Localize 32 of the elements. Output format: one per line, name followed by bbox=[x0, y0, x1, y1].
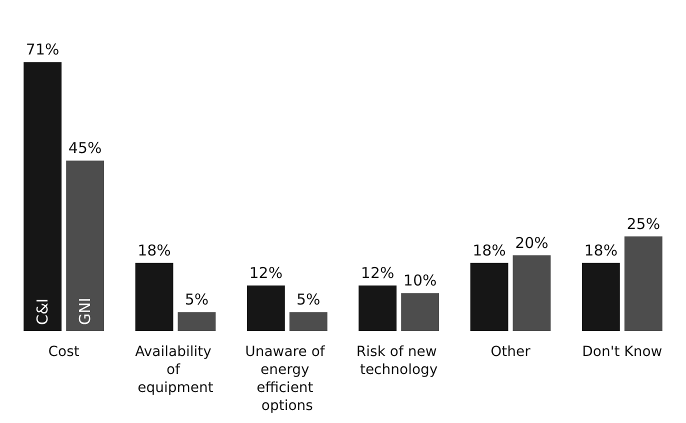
data-label: 18% bbox=[584, 241, 618, 260]
x-tick-label: Unaware of energy efficient options bbox=[245, 344, 330, 414]
bar bbox=[582, 262, 620, 331]
bar bbox=[66, 160, 104, 331]
bar bbox=[24, 62, 62, 331]
x-tick-label: Availability of equipment bbox=[135, 344, 216, 396]
bar bbox=[512, 255, 551, 331]
data-label: 20% bbox=[515, 234, 548, 252]
data-label: 12% bbox=[249, 264, 283, 282]
bar bbox=[289, 312, 328, 331]
data-label: 25% bbox=[626, 214, 660, 233]
bar bbox=[470, 262, 508, 331]
data-label: 45% bbox=[68, 139, 102, 158]
x-tick-label: Other bbox=[490, 344, 531, 360]
data-label: 5% bbox=[184, 290, 209, 309]
data-label: 5% bbox=[296, 290, 320, 309]
x-tick-label: Cost bbox=[48, 344, 80, 360]
x-tick-label: Risk of new technology bbox=[356, 344, 442, 378]
bar bbox=[246, 286, 285, 331]
data-label: 18% bbox=[138, 241, 171, 260]
bar bbox=[135, 262, 174, 331]
bar bbox=[178, 312, 216, 331]
series-label: GNI bbox=[76, 298, 94, 325]
bar bbox=[624, 236, 662, 331]
x-tick-label: Don't Know bbox=[582, 344, 662, 360]
data-label: 12% bbox=[360, 264, 394, 282]
data-label: 10% bbox=[403, 272, 437, 290]
data-label: 71% bbox=[26, 40, 60, 59]
data-label: 18% bbox=[472, 241, 506, 260]
series-label: C&I bbox=[34, 298, 52, 325]
bar bbox=[401, 293, 440, 331]
bar bbox=[358, 286, 397, 331]
